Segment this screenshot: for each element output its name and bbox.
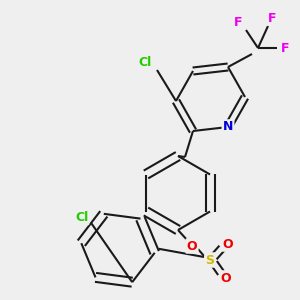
- Text: Cl: Cl: [138, 56, 152, 68]
- Text: N: N: [223, 121, 233, 134]
- Text: O: O: [223, 238, 233, 250]
- Text: O: O: [221, 272, 231, 284]
- Text: F: F: [234, 16, 242, 28]
- Text: O: O: [187, 239, 197, 253]
- Text: F: F: [281, 41, 289, 55]
- Text: Cl: Cl: [75, 211, 88, 224]
- Text: F: F: [268, 11, 276, 25]
- Text: S: S: [206, 254, 214, 266]
